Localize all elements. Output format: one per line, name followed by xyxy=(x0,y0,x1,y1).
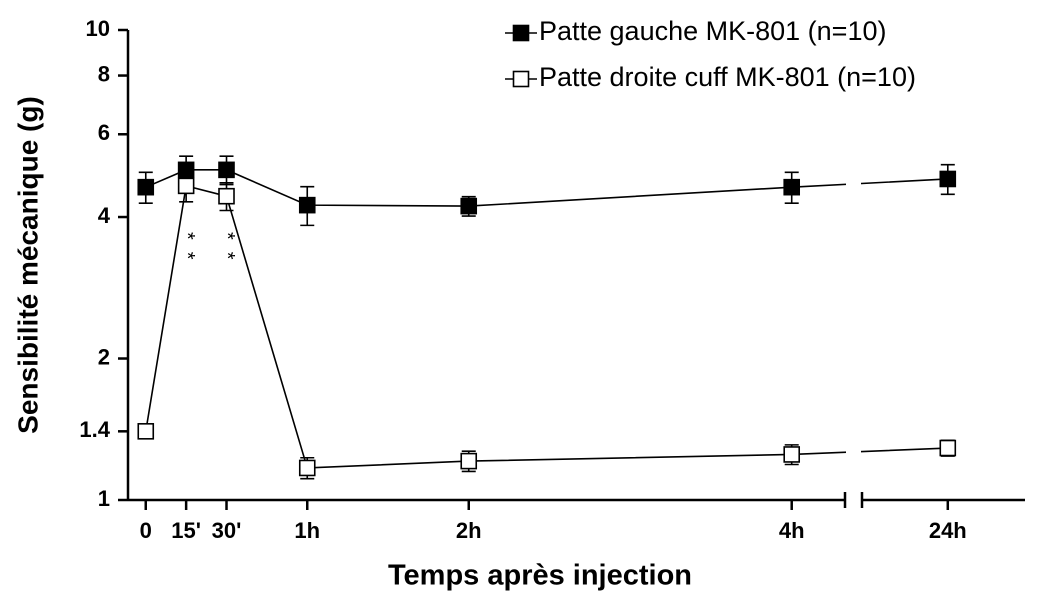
marker xyxy=(298,459,316,477)
y-tick-label: 2 xyxy=(98,344,110,369)
y-tick-label: 4 xyxy=(98,203,111,228)
legend-marker xyxy=(512,70,530,88)
y-tick-label: 8 xyxy=(98,61,110,86)
x-tick-label: 1h xyxy=(294,518,320,543)
y-tick-label: 10 xyxy=(86,16,110,41)
y-axis-label: Sensibilité mécanique (g) xyxy=(12,96,43,434)
series-line xyxy=(144,184,948,469)
marker xyxy=(460,452,478,470)
annotation: ** xyxy=(176,232,198,272)
y-tick-label: 1.4 xyxy=(79,417,110,442)
y-tick-label: 6 xyxy=(98,120,110,145)
legend-label: Patte droite cuff MK-801 (n=10) xyxy=(539,62,916,92)
marker xyxy=(137,423,155,440)
marker xyxy=(783,178,801,196)
series-line xyxy=(145,169,948,207)
marker xyxy=(460,197,478,215)
x-axis-label: Temps après injection xyxy=(388,560,692,592)
x-tick-label: 2h xyxy=(456,518,482,543)
x-tick-label: 4h xyxy=(779,518,805,543)
axis-break-gap xyxy=(846,30,861,488)
y-tick-label: 1 xyxy=(98,486,110,511)
marker xyxy=(218,161,235,179)
x-tick-label: 24h xyxy=(929,518,967,543)
x-tick-label: 0 xyxy=(140,518,152,543)
legend-marker xyxy=(512,24,530,42)
annotation: ** xyxy=(216,232,238,272)
marker xyxy=(218,187,235,205)
marker xyxy=(137,178,155,196)
marker xyxy=(939,439,957,457)
marker xyxy=(939,170,957,188)
x-tick-label: 30' xyxy=(212,518,242,543)
marker xyxy=(783,446,801,463)
marker xyxy=(177,177,195,195)
x-tick-label: 15' xyxy=(171,518,201,543)
legend-label: Patte gauche MK-801 (n=10) xyxy=(539,16,886,46)
marker xyxy=(298,196,316,214)
